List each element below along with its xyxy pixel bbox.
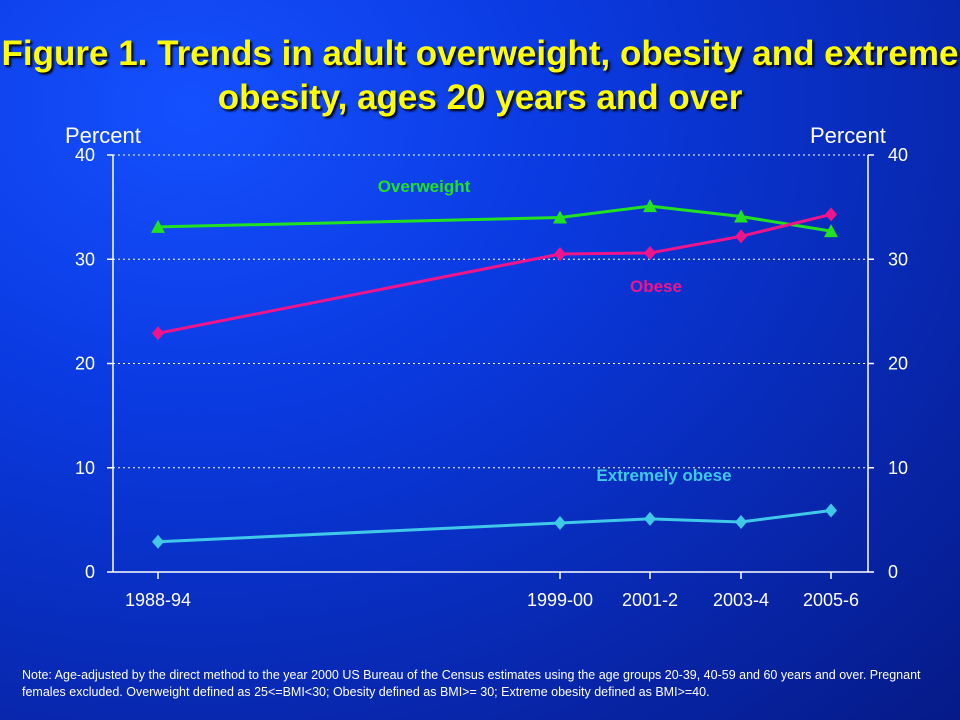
series-line <box>157 204 832 233</box>
data-point-diamond <box>152 326 164 341</box>
data-point-diamond <box>554 247 566 262</box>
y-tick-label-right: 20 <box>888 354 908 374</box>
footnote: Note: Age-adjusted by the direct method … <box>22 668 921 699</box>
data-point-triangle <box>553 210 567 224</box>
series-line <box>157 509 832 544</box>
series-label: Extremely obese <box>596 466 731 485</box>
series-label: Overweight <box>378 177 471 196</box>
y-tick-label-left: 30 <box>75 249 95 269</box>
series-line <box>157 212 832 335</box>
x-tick-label: 1999-00 <box>527 590 593 610</box>
x-tick-label: 2003-4 <box>713 590 769 610</box>
y-tick-label-right: 30 <box>888 249 908 269</box>
y-tick-label-left: 0 <box>85 562 95 582</box>
x-tick-label: 2005-6 <box>803 590 859 610</box>
y-tick-label-right: 40 <box>888 145 908 165</box>
chart-title: Figure 1. Trends in adult overweight, ob… <box>1 34 959 117</box>
series: Overweight Obese Extremely obese <box>151 177 838 549</box>
data-point-diamond <box>735 229 747 244</box>
y-tick-label-left: 40 <box>75 145 95 165</box>
y-tick-label-right: 0 <box>888 562 898 582</box>
data-point-diamond <box>644 511 656 526</box>
data-point-diamond <box>152 534 164 549</box>
series-overweight: Overweight <box>151 177 838 238</box>
series-label: Obese <box>630 277 682 296</box>
data-point-triangle <box>734 209 748 223</box>
series-extremely-obese: Extremely obese <box>152 466 837 549</box>
data-point-triangle <box>824 224 838 238</box>
y-axis-label-left: Percent <box>65 123 141 148</box>
data-point-diamond <box>554 516 566 531</box>
data-point-diamond <box>825 207 837 222</box>
data-point-diamond <box>644 245 656 260</box>
data-point-triangle <box>643 199 657 213</box>
axes: 0 0 10 10 20 20 30 30 40 40 1988-94 1999-00 2001-2 20… <box>75 145 908 610</box>
gridlines <box>113 154 868 469</box>
y-tick-label-right: 10 <box>888 458 908 478</box>
data-point-diamond <box>735 514 747 529</box>
y-tick-label-left: 10 <box>75 458 95 478</box>
data-point-diamond <box>825 503 837 518</box>
series-obese: Obese <box>152 207 837 341</box>
y-axis-label-right: Percent <box>810 123 886 148</box>
x-tick-label: 1988-94 <box>125 590 191 610</box>
y-tick-label-left: 20 <box>75 354 95 374</box>
data-point-triangle <box>151 219 165 233</box>
x-tick-label: 2001-2 <box>622 590 678 610</box>
